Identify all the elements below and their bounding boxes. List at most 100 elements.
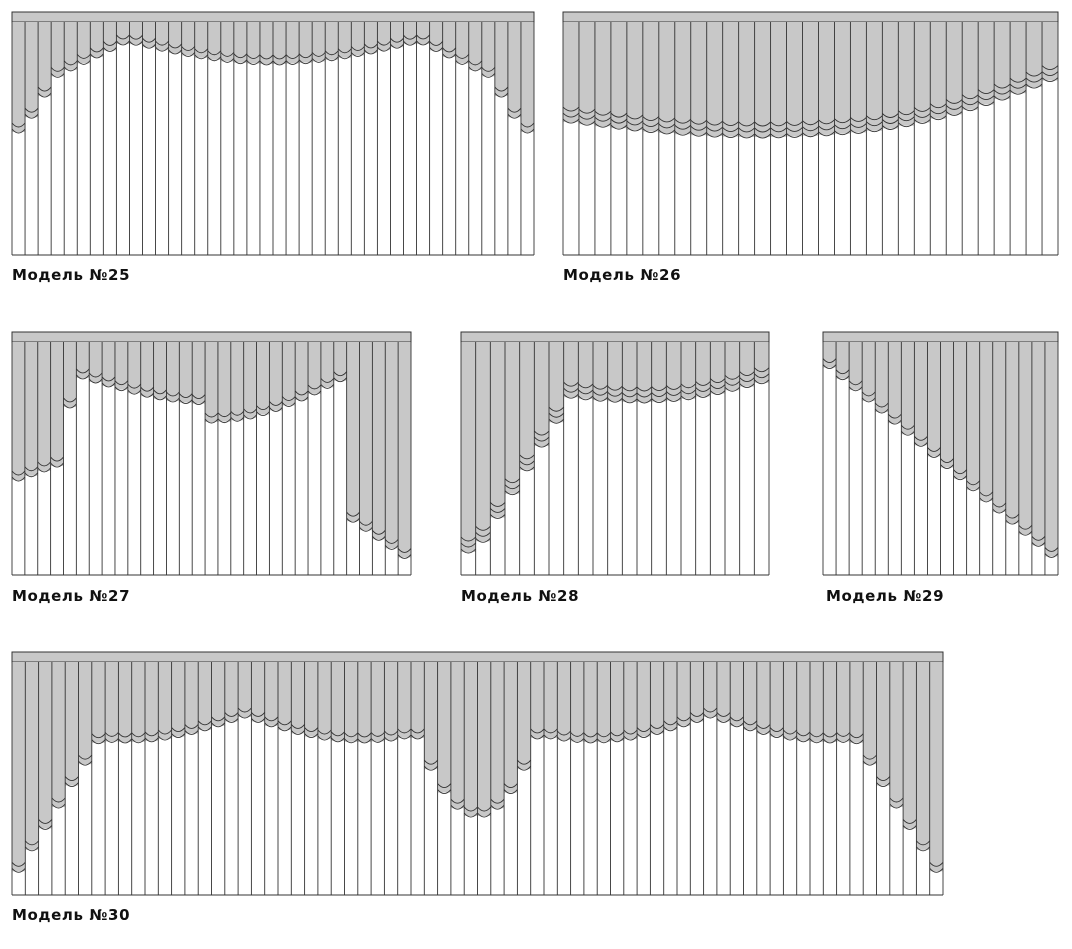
fold-edge xyxy=(578,120,596,126)
fold-edge xyxy=(898,116,915,122)
fabric-fold xyxy=(946,22,963,115)
fold-edge xyxy=(887,413,902,419)
fold-edge xyxy=(722,133,739,139)
fold-edge xyxy=(359,526,373,532)
fold-edge xyxy=(504,490,520,496)
fold-edge xyxy=(570,732,585,737)
fold-edge xyxy=(548,412,564,418)
fold-edge xyxy=(822,732,837,738)
fold-edge xyxy=(410,728,425,734)
model-28-diagram xyxy=(460,331,770,576)
fabric-fold xyxy=(796,662,810,741)
fold-edge xyxy=(468,66,483,72)
fold-edge xyxy=(1041,71,1059,76)
rail-bar xyxy=(460,331,770,343)
fabric-fold xyxy=(898,22,915,126)
fold-edge xyxy=(1025,71,1043,77)
fold-edge xyxy=(710,384,726,390)
fold-edge xyxy=(769,727,784,732)
fold-edge xyxy=(874,408,889,414)
fabric-fold xyxy=(12,342,25,480)
fold-edge xyxy=(494,86,509,92)
fold-edge xyxy=(377,46,391,52)
fold-edge xyxy=(490,502,506,507)
fold-edge xyxy=(204,412,219,418)
fold-edge xyxy=(403,40,417,46)
fold-edge xyxy=(344,738,359,744)
fabric-fold xyxy=(992,342,1006,512)
fold-edge xyxy=(217,412,232,418)
fold-edge xyxy=(861,397,876,403)
fabric-fold xyxy=(384,662,398,740)
fold-edge xyxy=(651,398,667,403)
fold-edge xyxy=(211,722,226,728)
fabric-fold xyxy=(875,342,889,412)
fold-edge xyxy=(311,58,326,63)
fold-edge xyxy=(743,726,758,732)
fold-edge xyxy=(390,43,404,49)
fold-edge xyxy=(738,127,755,133)
fold-edge xyxy=(504,478,520,484)
fold-edge xyxy=(929,867,944,873)
fold-edge xyxy=(674,118,692,124)
fabric-fold xyxy=(118,662,132,742)
fold-edge xyxy=(900,424,915,430)
fold-edge xyxy=(796,737,811,743)
fold-edge xyxy=(24,472,39,478)
fold-edge xyxy=(104,738,119,743)
fold-edge xyxy=(636,398,652,404)
fold-edge xyxy=(993,83,1011,89)
fold-edge xyxy=(442,53,457,59)
fabric-fold xyxy=(849,662,864,743)
fold-edge xyxy=(940,464,954,470)
fold-edge xyxy=(849,733,864,739)
fold-edge xyxy=(88,372,103,378)
fold-edge xyxy=(38,819,53,824)
fold-edge xyxy=(230,410,245,416)
fold-edge xyxy=(835,369,850,375)
fold-edge xyxy=(140,386,154,392)
fold-edge xyxy=(384,730,399,736)
fold-edge xyxy=(850,117,867,122)
fold-edge xyxy=(916,846,931,852)
fabric-fold xyxy=(171,662,185,737)
fold-edge xyxy=(739,383,755,389)
fold-edge xyxy=(63,403,77,409)
fold-edge xyxy=(680,389,696,395)
fold-edge xyxy=(876,782,891,788)
fabric-fold xyxy=(50,342,64,467)
fold-edge xyxy=(233,59,248,65)
fold-edge xyxy=(503,783,518,789)
fold-edge xyxy=(397,734,412,740)
fold-edge xyxy=(63,60,78,66)
fabric-fold xyxy=(505,342,520,494)
fabric-fold xyxy=(651,342,667,402)
fabric-fold xyxy=(901,342,915,435)
fabric-fold xyxy=(256,342,270,415)
fold-edge xyxy=(961,100,979,106)
fabric-fold xyxy=(849,342,863,390)
fabric-fold xyxy=(331,662,345,741)
fold-edge xyxy=(666,397,682,402)
fold-edge xyxy=(91,739,106,745)
fold-edge xyxy=(24,840,39,846)
fabric-fold xyxy=(962,22,979,110)
fold-edge xyxy=(786,127,803,132)
fold-edge xyxy=(455,54,470,59)
fabric-fold xyxy=(114,342,128,390)
fold-edge xyxy=(822,358,837,364)
fold-edge xyxy=(237,707,252,713)
fold-edge xyxy=(695,387,711,392)
fold-edge xyxy=(695,381,711,386)
fold-edge xyxy=(118,732,133,738)
fabric-fold xyxy=(610,662,624,741)
fabric-fold xyxy=(738,22,755,137)
fabric-fold xyxy=(626,22,643,130)
fold-edge xyxy=(11,122,26,128)
fold-edge xyxy=(357,738,372,744)
fold-edge xyxy=(729,716,744,722)
model-27-diagram xyxy=(11,331,412,576)
fabric-fold xyxy=(377,22,391,51)
fold-edge xyxy=(243,408,257,414)
fold-edge xyxy=(503,789,518,795)
